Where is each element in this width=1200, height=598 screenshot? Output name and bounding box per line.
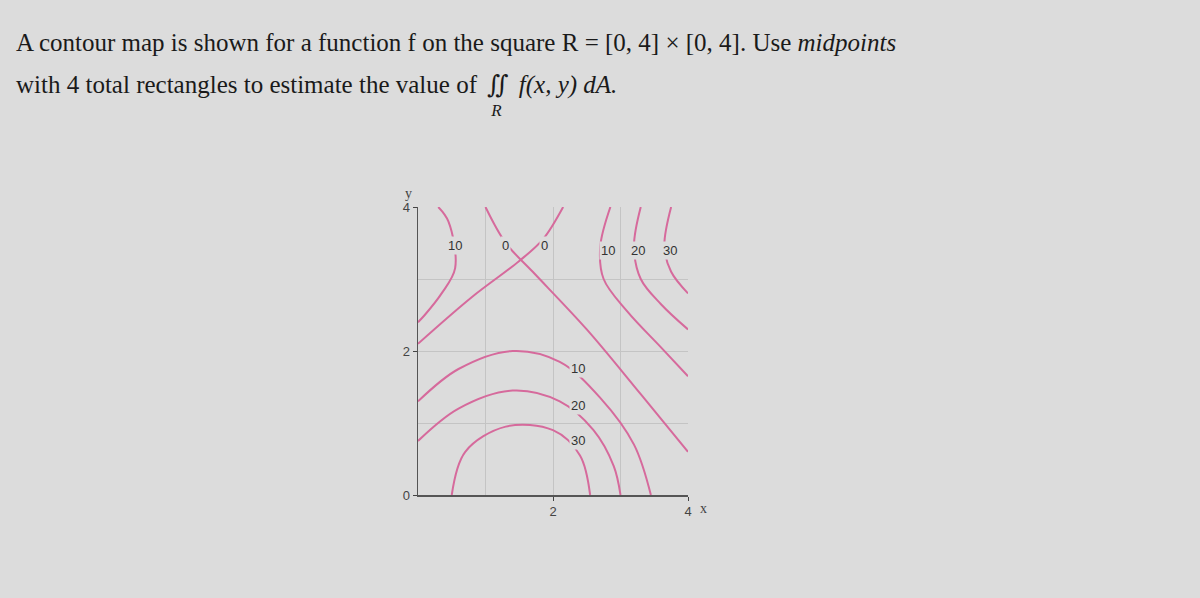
html-text:R: R (491, 101, 502, 120)
svg-text:10: 10 (601, 243, 615, 258)
svg-text:10: 10 (448, 238, 462, 253)
svg-text:10: 10 (571, 361, 585, 376)
svg-text:0: 0 (403, 488, 410, 503)
svg-text:20: 20 (631, 243, 645, 258)
svg-text:x: x (700, 501, 707, 516)
svg-text:4: 4 (684, 504, 691, 519)
svg-text:2: 2 (549, 504, 556, 519)
svg-text:0: 0 (502, 238, 509, 253)
html-text:with 4 total rectangles to est: with 4 total rectangles to estimate the … (16, 71, 509, 98)
svg-text:4: 4 (403, 200, 410, 215)
html-text:A contour map is shown for a f: A contour map is shown for a function f … (16, 29, 897, 56)
svg-text:2: 2 (403, 344, 410, 359)
svg-text:y: y (405, 186, 412, 201)
svg-text:20: 20 (571, 398, 585, 413)
svg-text:0: 0 (541, 238, 548, 253)
html-text:f(x, y) dA.: f(x, y) dA. (512, 71, 618, 98)
svg-text:30: 30 (571, 433, 585, 448)
svg-text:30: 30 (663, 243, 677, 258)
